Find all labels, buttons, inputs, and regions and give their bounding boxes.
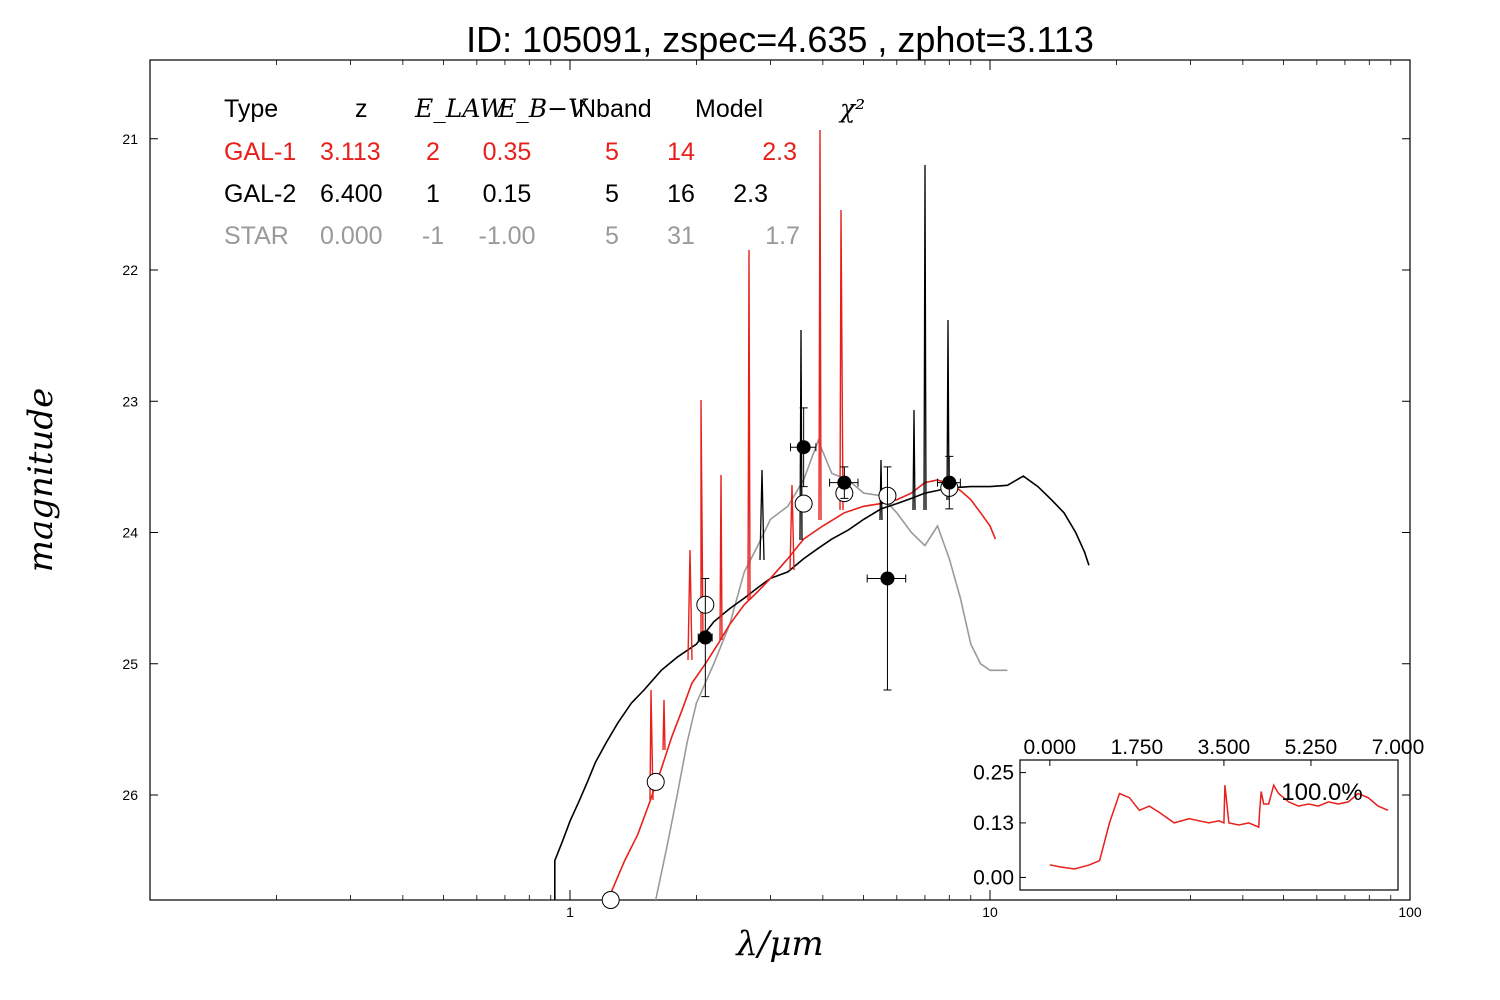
pdz-inset: 0.000 1.750 3.500 5.250 7.000 0.25 0.13 0.00 1… — [973, 736, 1425, 891]
y-tick-label: 23 — [122, 393, 138, 409]
gal1-emission-lines — [649, 129, 844, 801]
emission-lines — [649, 129, 950, 801]
inset-x-tick-label: 0.000 — [1024, 736, 1077, 759]
inset-x-axis: 0.000 1.750 3.500 5.250 7.000 — [1024, 736, 1425, 766]
photometry-points — [601, 407, 961, 909]
x-axis: 1 10 100 — [276, 60, 1422, 920]
header-type: Type — [224, 95, 278, 123]
observed-magnitude-point — [698, 630, 713, 645]
legend-cell-model: 16 — [667, 180, 695, 208]
legend-cell-elaw: 2 — [426, 138, 440, 166]
y-tick-label: 22 — [122, 262, 138, 278]
inset-x-tick-label: 3.500 — [1198, 736, 1251, 759]
legend-cell-elaw: -1 — [422, 222, 444, 250]
inset-y-tick-label: 0.13 — [973, 812, 1014, 835]
legend-cell-type: STAR — [224, 222, 289, 250]
legend-cell-model: 31 — [667, 222, 695, 250]
x-tick-label: 100 — [1398, 904, 1422, 920]
y-tick-label: 21 — [122, 131, 138, 147]
gal2-emission-lines — [759, 164, 950, 561]
inset-y-tick-label: 0.00 — [973, 866, 1014, 889]
inset-y-axis: 0.25 0.13 0.00 — [973, 762, 1026, 889]
y-tick-label: 26 — [122, 787, 138, 803]
header-ebv: E_B−V — [497, 94, 589, 123]
legend-cell-z: 3.113 — [320, 138, 381, 166]
inset-x-tick-label: 1.750 — [1111, 736, 1164, 759]
sed-series-line-1 — [609, 479, 997, 894]
x-tick-label: 10 — [982, 904, 998, 920]
sed-series-line-0 — [554, 475, 1090, 900]
inset-frame — [1019, 759, 1399, 891]
y-tick-label: 24 — [122, 525, 138, 541]
legend-cell-z: 0.000 — [320, 222, 383, 250]
legend-cell-z: 6.400 — [320, 180, 383, 208]
observed-magnitude-point — [837, 475, 852, 490]
y-axis-label: magnitude — [21, 388, 61, 573]
legend-cell-chi2: 2.3 — [733, 180, 768, 208]
header-chi2: χ² — [838, 94, 865, 123]
legend-cell-chi2: 1.7 — [765, 222, 800, 250]
header-elaw: E_LAW — [414, 94, 507, 123]
sed-series-line-2 — [654, 438, 1008, 901]
legend-cell-model: 14 — [667, 138, 695, 166]
legend-cell-ebv: -1.00 — [479, 222, 536, 250]
inset-probability: 100.0% — [1281, 779, 1362, 806]
legend-cell-ebv: 0.35 — [483, 138, 532, 166]
observed-magnitude-point — [942, 475, 957, 490]
legend-cell-nband: 5 — [605, 138, 619, 166]
legend-cell-type: GAL-2 — [224, 180, 296, 208]
observed-magnitude-point — [880, 571, 895, 586]
legend-cell-type: GAL-1 — [224, 138, 296, 166]
model-magnitude-point — [794, 494, 813, 513]
x-tick-label: 1 — [566, 904, 574, 920]
chart-title: ID: 105091, zspec=4.635 , zphot=3.113 — [466, 19, 1094, 60]
header-model: Model — [695, 95, 763, 123]
legend-cell-nband: 5 — [605, 180, 619, 208]
model-magnitude-point — [646, 772, 665, 791]
model-magnitude-point — [601, 891, 620, 909]
inset-x-tick-label: 5.250 — [1285, 736, 1338, 759]
legend-cell-elaw: 1 — [426, 180, 440, 208]
inset-x-tick-label: 7.000 — [1372, 736, 1425, 759]
observed-magnitude-point — [796, 440, 811, 455]
plot-frame — [149, 59, 1411, 901]
legend-table: Type z E_LAW E_B−V Nband Model χ² GAL-1 3… — [224, 94, 865, 250]
inset-y-tick-label: 0.25 — [973, 762, 1014, 785]
x-axis-label: λ/μm — [734, 924, 823, 964]
legend-cell-ebv: 0.15 — [483, 180, 532, 208]
legend-cell-nband: 5 — [605, 222, 619, 250]
inset-pdz-line — [1049, 783, 1389, 870]
y-tick-label: 25 — [122, 656, 138, 672]
inset-pdz-curve — [1049, 783, 1389, 870]
header-z: z — [355, 95, 368, 123]
legend-cell-chi2: 2.3 — [762, 138, 797, 166]
header-nband: Nband — [578, 95, 652, 123]
